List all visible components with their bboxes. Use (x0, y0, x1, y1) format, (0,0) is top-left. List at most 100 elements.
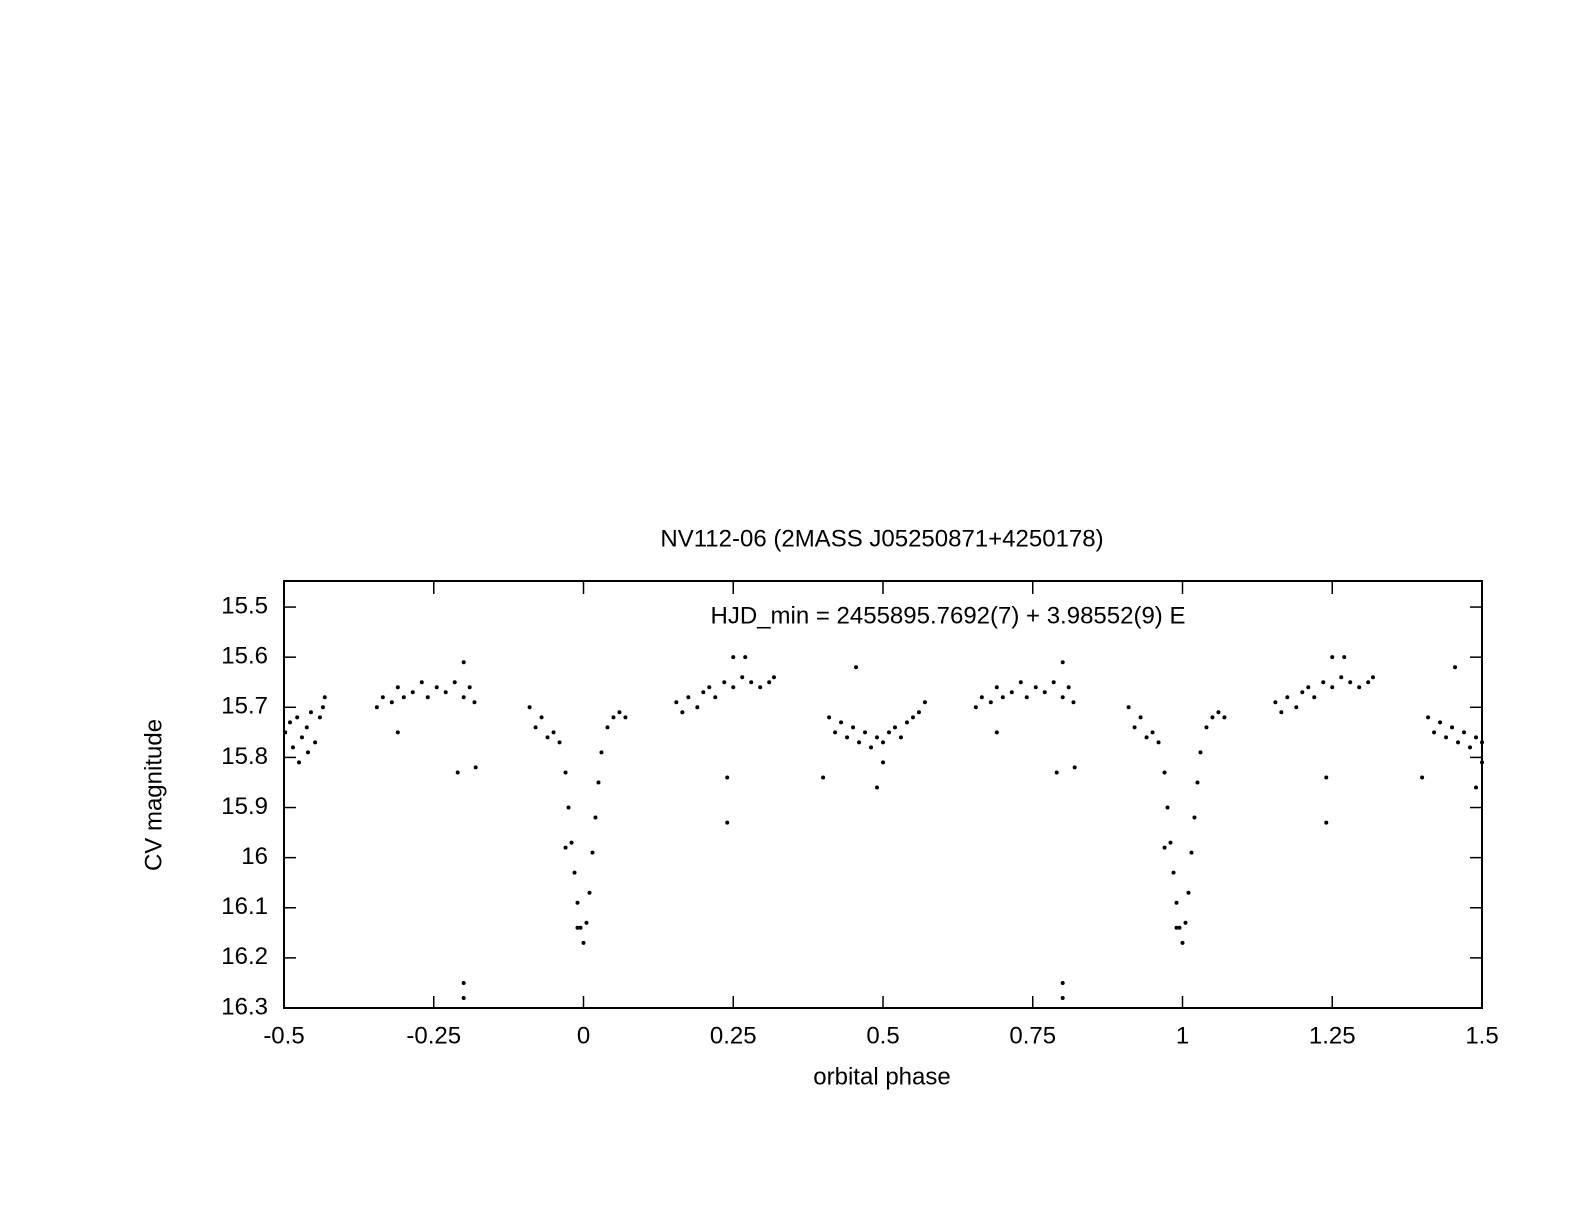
data-point (623, 715, 628, 720)
data-point (299, 735, 304, 740)
data-point (1024, 695, 1029, 700)
data-point (740, 675, 745, 680)
data-point (904, 720, 909, 725)
data-point (1453, 665, 1458, 670)
data-point (401, 695, 406, 700)
data-point (910, 715, 915, 720)
data-point (1474, 785, 1479, 790)
data-point (1426, 715, 1431, 720)
data-point (1168, 840, 1173, 845)
data-point (1060, 980, 1065, 985)
data-point (973, 705, 978, 710)
data-point (1306, 685, 1311, 690)
data-point (461, 660, 466, 665)
data-point (308, 710, 313, 715)
data-point (1444, 735, 1449, 740)
data-point (1216, 710, 1221, 715)
data-point (916, 710, 921, 715)
data-point (443, 690, 448, 695)
data-point (1294, 705, 1299, 710)
data-point (395, 685, 400, 690)
data-point (771, 675, 776, 680)
data-point (611, 715, 616, 720)
data-point (395, 730, 400, 735)
data-point (596, 780, 601, 785)
data-point (572, 870, 577, 875)
data-point (563, 845, 568, 850)
data-point (1060, 660, 1065, 665)
data-point (731, 685, 736, 690)
data-point (1342, 655, 1347, 660)
data-point (1174, 925, 1179, 930)
x-tick-label: 0.25 (710, 1022, 757, 1049)
data-point (1051, 680, 1056, 685)
data-point (743, 655, 748, 660)
data-point (1438, 720, 1443, 725)
x-tick-label: 0.5 (866, 1022, 899, 1049)
data-point (575, 900, 580, 905)
data-point (725, 820, 730, 825)
data-point (881, 740, 885, 745)
data-point (1480, 760, 1484, 765)
x-tick-label: 0 (577, 1022, 590, 1049)
data-point (1180, 940, 1185, 945)
x-tick-label: -0.5 (263, 1022, 304, 1049)
data-point (434, 685, 439, 690)
data-point (473, 765, 478, 770)
data-point (461, 980, 466, 985)
data-point (1126, 705, 1131, 710)
data-point (1165, 805, 1170, 810)
y-axis-label: CV magnitude (140, 719, 167, 871)
data-point (1171, 870, 1176, 875)
annotation: HJD_min = 2455895.7692(7) + 3.98552(9) E (711, 602, 1186, 629)
data-point (707, 685, 712, 690)
data-point (1204, 725, 1209, 730)
y-tick-label: 16 (241, 843, 268, 870)
data-point (1357, 685, 1362, 690)
y-tick-label: 16.2 (221, 943, 268, 970)
data-point (1279, 710, 1284, 715)
data-point (467, 685, 472, 690)
data-point (922, 700, 927, 705)
data-point (455, 770, 460, 775)
data-point (617, 710, 622, 715)
data-point (317, 715, 322, 720)
data-point (680, 710, 685, 715)
data-point (1312, 695, 1317, 700)
data-point (1456, 740, 1461, 745)
data-point (295, 715, 300, 720)
data-point (1348, 680, 1353, 685)
data-point (380, 695, 385, 700)
data-point (1366, 680, 1371, 685)
data-point (425, 695, 430, 700)
data-point (1330, 685, 1335, 690)
data-point (1330, 655, 1335, 660)
x-tick-label: -0.25 (406, 1022, 461, 1049)
data-point (1066, 685, 1071, 690)
data-point (881, 760, 885, 765)
y-tick-label: 15.8 (221, 743, 268, 770)
data-point (452, 680, 457, 685)
data-point (296, 760, 301, 765)
data-point (722, 680, 727, 685)
y-tick-label: 16.3 (221, 993, 268, 1020)
data-point (461, 995, 466, 1000)
data-point (587, 890, 592, 895)
data-point (1156, 740, 1161, 745)
data-point (545, 735, 550, 740)
data-point (563, 770, 568, 775)
data-point (988, 700, 993, 705)
data-point (1420, 775, 1425, 780)
data-point (875, 785, 880, 790)
data-point (590, 850, 595, 855)
data-point (287, 720, 292, 725)
data-point (1000, 695, 1005, 700)
data-point (1033, 685, 1038, 690)
data-point (821, 775, 826, 780)
x-tick-label: 0.75 (1009, 1022, 1056, 1049)
x-tick-label: 1.5 (1465, 1022, 1498, 1049)
data-point (320, 705, 325, 710)
data-point (994, 685, 999, 690)
data-point (875, 735, 880, 740)
y-tick-label: 15.5 (221, 592, 268, 619)
